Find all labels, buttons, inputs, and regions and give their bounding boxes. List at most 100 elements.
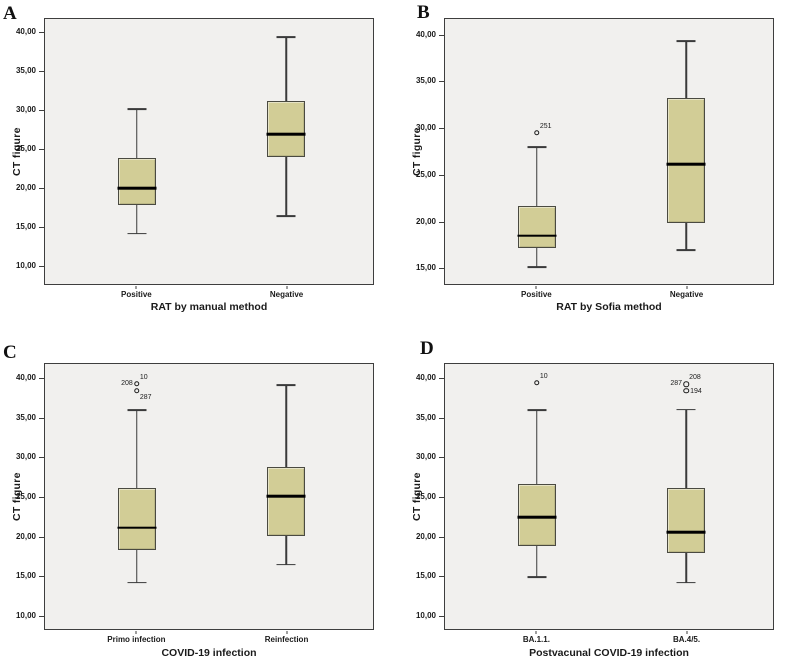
y-tick: 20,00 <box>0 531 44 541</box>
y-tick: 25,00 <box>0 145 44 153</box>
median-line <box>117 526 157 529</box>
outlier-case-label: 194 <box>690 387 702 395</box>
y-tick: 10,00 <box>0 611 44 620</box>
y-axis: 10,00 15,00 20,00 25,00 30,00 35,00 40,00 <box>400 363 444 630</box>
y-axis: 10,00 15,00 20,00 25,00 30,00 35,00 40,00 <box>0 18 44 285</box>
outlier-case-label: 251 <box>539 122 552 130</box>
y-tick-mark <box>39 71 44 73</box>
y-tick: 25,00 <box>400 169 444 179</box>
y-tick-label: 30,00 <box>415 123 436 133</box>
whisker-cap-max <box>527 409 547 412</box>
x-axis-title: RAT by manual method <box>150 301 268 313</box>
y-tick-label: 25,00 <box>415 169 436 179</box>
y-tick-mark <box>39 227 44 229</box>
y-tick: 25,00 <box>0 492 44 501</box>
y-tick: 20,00 <box>400 532 444 541</box>
y-tick-label: 10,00 <box>415 610 436 620</box>
x-category-label: Positive <box>121 290 152 299</box>
x-axis: Positive Negative <box>444 286 774 300</box>
panel-a-rat-manual-method: A CT figure 10,00 15,00 20,00 25,00 30,00 35,… <box>0 0 400 330</box>
x-category-label: Negative <box>669 290 704 299</box>
median-line <box>666 530 706 534</box>
whisker-cap-max <box>276 35 296 38</box>
y-tick: 20,00 <box>0 184 44 192</box>
y-tick: 20,00 <box>400 216 444 226</box>
y-tick: 35,00 <box>0 413 44 422</box>
y-tick: 40,00 <box>0 374 44 382</box>
outlier-case-label: 208 <box>121 379 133 387</box>
outlier-circle-icon <box>683 381 689 388</box>
x-tick-mark <box>686 286 688 289</box>
y-tick-mark <box>439 128 444 130</box>
iqr-box <box>267 467 306 537</box>
x-tick-mark <box>686 631 688 634</box>
plot-area: 251 <box>444 18 774 285</box>
x-axis: Primo infection Reinfection <box>44 631 374 645</box>
y-tick-label: 40,00 <box>15 27 36 37</box>
y-tick-mark <box>439 81 444 83</box>
y-tick: 40,00 <box>400 29 444 39</box>
x-tick-mark <box>135 631 137 634</box>
panel-letter: B <box>417 2 430 23</box>
x-axis-title: COVID-19 infection <box>161 647 257 659</box>
iqr-box <box>117 488 156 550</box>
iqr-box <box>667 97 706 223</box>
y-tick-label: 20,00 <box>415 216 436 226</box>
y-tick-mark <box>439 268 444 270</box>
x-tick-mark <box>286 286 288 289</box>
y-tick-mark <box>439 417 444 419</box>
outlier-circle-icon <box>683 387 689 394</box>
y-tick-mark <box>439 174 444 176</box>
y-tick-mark <box>39 457 44 459</box>
y-tick-label: 35,00 <box>415 76 436 86</box>
median-line <box>117 186 157 190</box>
y-tick-label: 35,00 <box>415 412 436 422</box>
x-category-label: Primo infection <box>107 635 166 644</box>
whisker-cap-min <box>527 576 547 578</box>
x-tick-mark <box>535 631 537 634</box>
x-category-label: BA.4/5. <box>672 635 701 644</box>
y-tick: 30,00 <box>0 453 44 461</box>
iqr-box <box>667 488 706 553</box>
y-tick-label: 20,00 <box>15 531 36 541</box>
iqr-box <box>517 483 556 547</box>
y-tick-mark <box>39 378 44 380</box>
outlier-case-label: 10 <box>139 373 148 381</box>
plot-area: 10 287 208 194 <box>444 363 774 630</box>
y-tick-mark <box>39 266 44 268</box>
y-tick: 40,00 <box>400 374 444 382</box>
y-tick: 15,00 <box>400 572 444 580</box>
y-tick-mark <box>439 615 444 617</box>
y-tick-label: 40,00 <box>415 373 436 383</box>
panel-d-postvacunal-covid19-infection: D CT figure 10,00 15,00 20,00 25,00 30,00 35,… <box>400 330 800 659</box>
median-line <box>666 163 706 166</box>
whisker-cap-max <box>676 408 696 411</box>
y-tick-mark <box>439 34 444 36</box>
y-tick-mark <box>439 536 444 538</box>
panel-letter: D <box>420 338 434 359</box>
whisker-cap-max <box>127 409 147 412</box>
y-tick-label: 40,00 <box>415 29 436 39</box>
y-tick-label: 15,00 <box>15 222 36 232</box>
x-category-label: Reinfection <box>264 635 309 644</box>
outlier-case-label: 10 <box>539 372 548 380</box>
median-line <box>517 234 557 238</box>
outlier-case-label: 287 <box>670 380 683 388</box>
panel-c-covid19-infection: C CT figure 10,00 15,00 20,00 25,00 30,00 35,… <box>0 330 400 659</box>
y-tick-mark <box>439 457 444 459</box>
x-category-label: BA.1.1. <box>522 635 550 644</box>
y-tick-label: 35,00 <box>15 66 36 76</box>
x-tick-mark <box>135 286 137 289</box>
y-tick-label: 15,00 <box>415 571 436 581</box>
y-tick-mark <box>39 32 44 34</box>
y-tick-mark <box>39 149 44 151</box>
y-tick: 30,00 <box>400 124 444 132</box>
median-line <box>517 516 557 519</box>
outlier-case-label: 208 <box>689 374 701 382</box>
y-tick-label: 30,00 <box>15 105 36 115</box>
y-tick: 15,00 <box>0 572 44 580</box>
x-axis-title: RAT by Sofia method <box>556 301 662 313</box>
panel-b-rat-sofia-method: B CT figure 15,00 20,00 25,00 30,00 35,00 40,… <box>400 0 800 330</box>
x-category-label: Positive <box>521 290 552 299</box>
